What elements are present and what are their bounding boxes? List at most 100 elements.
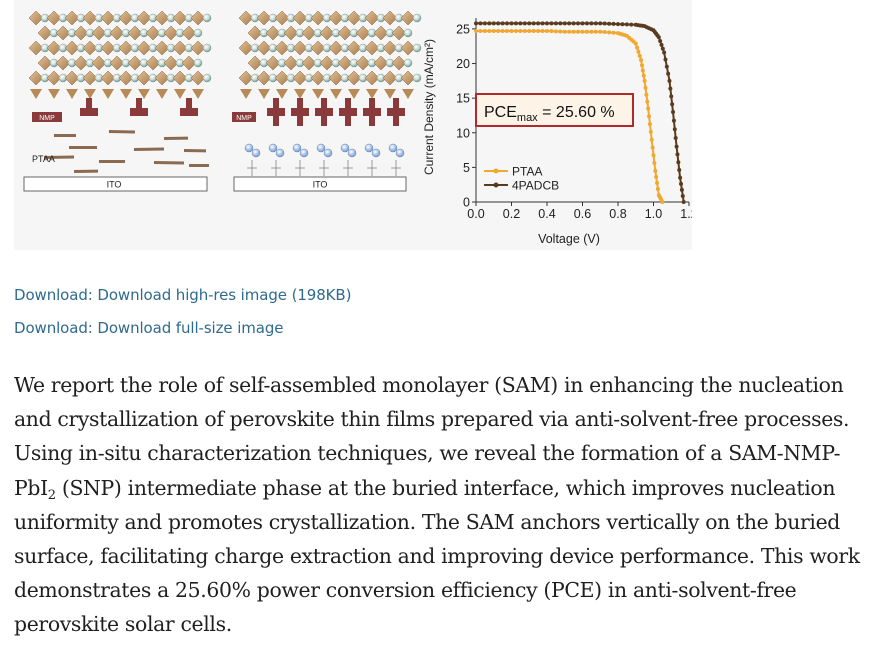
series-point-4padcb bbox=[500, 21, 505, 26]
pce-annotation-prefix: PCE bbox=[484, 104, 517, 121]
series-point-ptaa bbox=[642, 78, 647, 83]
perovskite-left-cation bbox=[202, 73, 212, 83]
series-point-ptaa bbox=[646, 106, 651, 111]
perovskite-left-octahedron bbox=[172, 70, 188, 86]
mid-nmp-stem bbox=[393, 98, 399, 108]
jv-curve-chart: 0.0 0.2 0.4 0.6 0.8 1.0 1.2 0 5 10 15 20 25 PCEmax =… bbox=[422, 18, 692, 246]
y-tick-label: 0 bbox=[463, 196, 470, 210]
perovskite-left-anchor bbox=[66, 89, 78, 99]
x-tick-label: 1.2 bbox=[680, 207, 692, 221]
pce-annotation-sub: max bbox=[517, 112, 538, 124]
perovskite-mid-anchor bbox=[366, 89, 378, 99]
perovskite-left-octahedron bbox=[55, 25, 71, 41]
perovskite-left-anchor bbox=[174, 89, 186, 99]
mid-nmp-stem bbox=[369, 98, 375, 108]
perovskite-mid-octahedron bbox=[391, 25, 407, 41]
ito-label-left: ITO bbox=[107, 180, 122, 190]
perovskite-mid-octahedron bbox=[310, 40, 326, 56]
perovskite-mid-octahedron bbox=[247, 55, 263, 71]
perovskite-mid-octahedron bbox=[256, 40, 272, 56]
perovskite-mid-octahedron bbox=[256, 10, 272, 26]
abstract-subscript: 2 bbox=[47, 487, 56, 503]
x-tick-label: 0.6 bbox=[574, 207, 591, 221]
series-point-ptaa bbox=[641, 73, 646, 78]
series-point-ptaa bbox=[650, 145, 655, 150]
perovskite-left-anchor bbox=[192, 89, 204, 99]
perovskite-left-octahedron bbox=[127, 25, 143, 41]
series-point-ptaa bbox=[639, 63, 644, 68]
perovskite-left-octahedron bbox=[109, 25, 125, 41]
mid-nmp-body bbox=[387, 108, 405, 116]
perovskite-left-octahedron bbox=[154, 40, 170, 56]
perovskite-left-octahedron bbox=[46, 10, 62, 26]
series-point-ptaa bbox=[474, 29, 478, 33]
perovskite-mid-anchor bbox=[384, 89, 396, 99]
perovskite-left-octahedron bbox=[118, 40, 134, 56]
series-point-ptaa bbox=[487, 29, 492, 33]
perovskite-left-octahedron bbox=[46, 40, 62, 56]
series-point-4padcb bbox=[674, 144, 679, 149]
legend-label: PTAA bbox=[512, 165, 542, 179]
series-point-4padcb bbox=[670, 102, 675, 107]
series-point-4padcb bbox=[664, 64, 669, 69]
abstract-part-2: (SNP) intermediate phase at the buried i… bbox=[14, 475, 860, 637]
sam-head-group bbox=[251, 148, 261, 158]
mid-nmp-body bbox=[363, 108, 381, 116]
schematic-sam-panel: NMP ITO bbox=[232, 10, 422, 192]
perovskite-left-octahedron bbox=[82, 10, 98, 26]
perovskite-left-octahedron bbox=[190, 40, 206, 56]
abstract-text: We report the role of self-assembled mon… bbox=[14, 368, 866, 642]
series-point-ptaa bbox=[482, 29, 487, 33]
nmp-molecules-mid bbox=[267, 98, 405, 126]
mid-nmp-stem bbox=[345, 98, 351, 108]
series-point-4padcb bbox=[658, 39, 663, 44]
ptaa-chain bbox=[74, 169, 99, 173]
series-point-4padcb bbox=[611, 21, 616, 26]
y-tick-label: 20 bbox=[456, 57, 470, 71]
legend-marker bbox=[493, 168, 499, 174]
download-high-res-link[interactable]: Download: Download high-res image (198KB… bbox=[14, 286, 352, 304]
series-point-ptaa bbox=[545, 29, 549, 33]
perovskite-mid-octahedron bbox=[346, 40, 362, 56]
perovskite-mid-anchor bbox=[330, 89, 342, 99]
mid-nmp-stem bbox=[273, 98, 279, 108]
ptaa-chain bbox=[54, 134, 76, 137]
ptaa-chain bbox=[183, 149, 206, 153]
series-point-4padcb bbox=[589, 21, 594, 26]
series-point-ptaa bbox=[518, 29, 523, 33]
series-point-ptaa bbox=[611, 30, 616, 35]
perovskite-mid-octahedron bbox=[247, 25, 263, 41]
perovskite-left-octahedron bbox=[136, 40, 152, 56]
ito-label-mid: ITO bbox=[313, 180, 328, 190]
perovskite-left-octahedron bbox=[100, 70, 116, 86]
perovskite-mid-octahedron bbox=[283, 25, 299, 41]
series-point-ptaa bbox=[660, 200, 665, 204]
download-full-size-link[interactable]: Download: Download full-size image bbox=[14, 319, 284, 337]
perovskite-left-octahedron bbox=[37, 55, 53, 71]
perovskite-mid-octahedron bbox=[319, 55, 335, 71]
series-point-4padcb bbox=[659, 42, 664, 47]
series-point-4padcb bbox=[505, 21, 510, 26]
series-point-ptaa bbox=[653, 168, 658, 173]
mid-nmp-body bbox=[339, 108, 357, 116]
series-point-ptaa bbox=[571, 29, 576, 34]
nmp-label-mid: NMP bbox=[236, 115, 252, 122]
left-nmp-stem bbox=[86, 98, 92, 108]
series-point-4padcb bbox=[620, 22, 625, 27]
perovskite-mid-anchor bbox=[312, 89, 324, 99]
ptaa-chain bbox=[189, 164, 209, 167]
series-point-ptaa bbox=[654, 174, 659, 179]
series-point-4padcb bbox=[666, 71, 671, 76]
perovskite-left-octahedron bbox=[64, 70, 80, 86]
perovskite-left-octahedron bbox=[190, 10, 206, 26]
x-axis-label: Voltage (V) bbox=[538, 232, 600, 246]
series-point-4padcb bbox=[536, 21, 541, 26]
ptaa-label: PTAA bbox=[32, 154, 55, 164]
series-point-4padcb bbox=[527, 21, 532, 26]
series-point-4padcb bbox=[667, 78, 672, 83]
x-tick-label: 1.0 bbox=[645, 207, 662, 221]
perovskite-left-octahedron bbox=[100, 10, 116, 26]
perovskite-lattice-left bbox=[28, 10, 212, 99]
perovskite-mid-octahedron bbox=[346, 70, 362, 86]
